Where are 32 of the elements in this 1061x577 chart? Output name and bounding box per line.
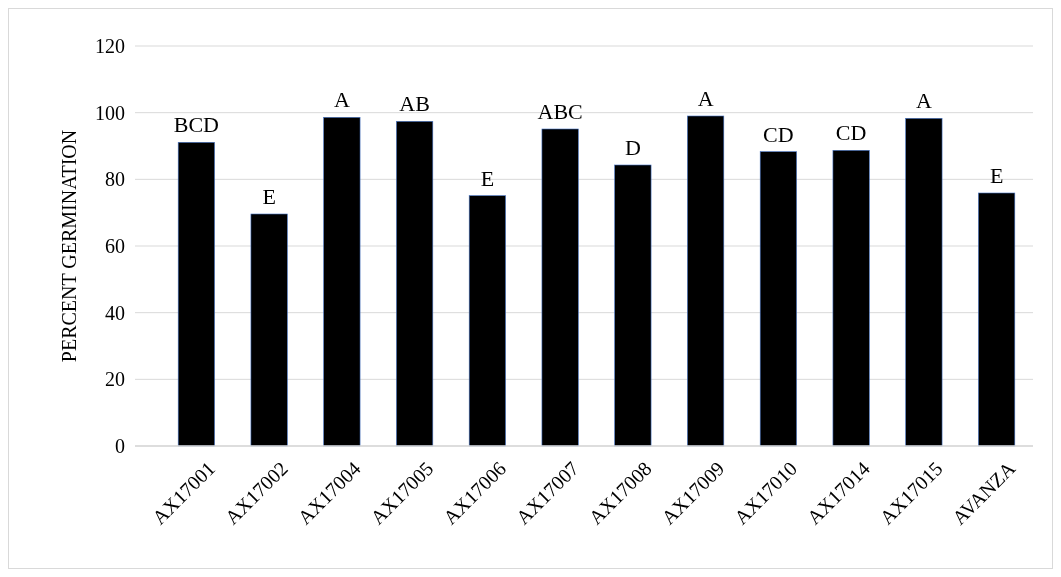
- y-axis-title: PERCENT GERMINATION: [58, 129, 80, 363]
- y-tick-label: 120: [95, 35, 125, 57]
- annotation: A: [915, 88, 932, 114]
- y-tick-label: 0: [115, 435, 125, 457]
- bar: [905, 118, 943, 447]
- annotation: A: [333, 87, 350, 113]
- y-tick-label: 100: [95, 101, 125, 124]
- y-tick-label: 80: [105, 168, 125, 191]
- annotation: CD: [763, 121, 794, 147]
- annotation: ABC: [537, 99, 583, 124]
- bar: [177, 142, 215, 447]
- y-tick-label: 20: [105, 368, 125, 391]
- bar: [250, 213, 288, 447]
- bar: [978, 192, 1016, 447]
- bar: [832, 150, 870, 447]
- annotation: E: [989, 163, 1004, 188]
- bar: [468, 195, 506, 447]
- annotation: A: [697, 86, 714, 111]
- bar: [759, 151, 797, 447]
- bar: [541, 128, 579, 447]
- annotation: CD: [835, 120, 867, 146]
- bar: [396, 121, 434, 447]
- bar: [687, 115, 725, 447]
- annotation: E: [262, 184, 276, 209]
- annotation: AB: [399, 91, 430, 117]
- annotation: BCD: [173, 112, 219, 138]
- annotation: E: [480, 165, 495, 191]
- bar: [323, 117, 361, 447]
- y-tick-label: 40: [105, 301, 125, 324]
- y-tick-label: 60: [105, 235, 125, 257]
- annotation: D: [624, 135, 641, 160]
- bar: [614, 164, 652, 447]
